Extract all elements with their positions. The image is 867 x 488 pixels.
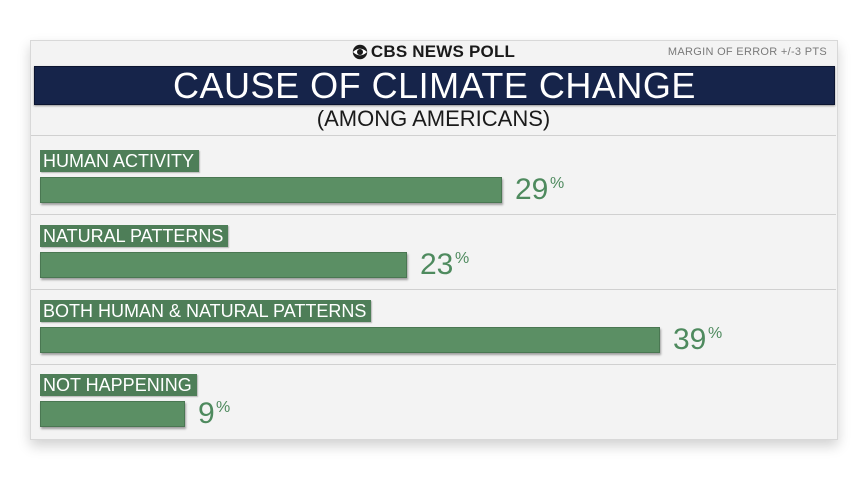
divider xyxy=(31,289,836,290)
margin-of-error: MARGIN OF ERROR +/-3 PTS xyxy=(667,46,827,58)
bar xyxy=(40,252,407,278)
bar xyxy=(40,327,660,353)
chart-subtitle: (AMONG AMERICANS) xyxy=(316,106,551,131)
divider xyxy=(31,364,836,365)
brand-text: CBS NEWS POLL xyxy=(370,42,516,61)
bar xyxy=(40,177,502,203)
category-label: BOTH HUMAN & NATURAL PATTERNS xyxy=(40,300,372,322)
value-label: 23 xyxy=(420,248,454,281)
title-bar: CAUSE OF CLIMATE CHANGE xyxy=(34,66,835,105)
cbs-eye-icon xyxy=(352,44,368,65)
percent-sign: % xyxy=(216,399,231,416)
value-label: 39 xyxy=(673,323,707,356)
percent-sign: % xyxy=(550,175,565,192)
percent-sign: % xyxy=(455,250,470,267)
chart-title: CAUSE OF CLIMATE CHANGE xyxy=(173,65,696,106)
category-label: NOT HAPPENING xyxy=(40,374,197,396)
brand-header: CBS NEWS POLL xyxy=(0,42,867,65)
value-label: 9 xyxy=(198,397,215,430)
bar xyxy=(40,401,185,427)
value-label: 29 xyxy=(515,173,549,206)
divider xyxy=(31,135,836,136)
category-label: HUMAN ACTIVITY xyxy=(40,150,200,172)
percent-sign: % xyxy=(708,325,723,342)
category-label: NATURAL PATTERNS xyxy=(40,225,229,247)
divider xyxy=(31,214,836,215)
